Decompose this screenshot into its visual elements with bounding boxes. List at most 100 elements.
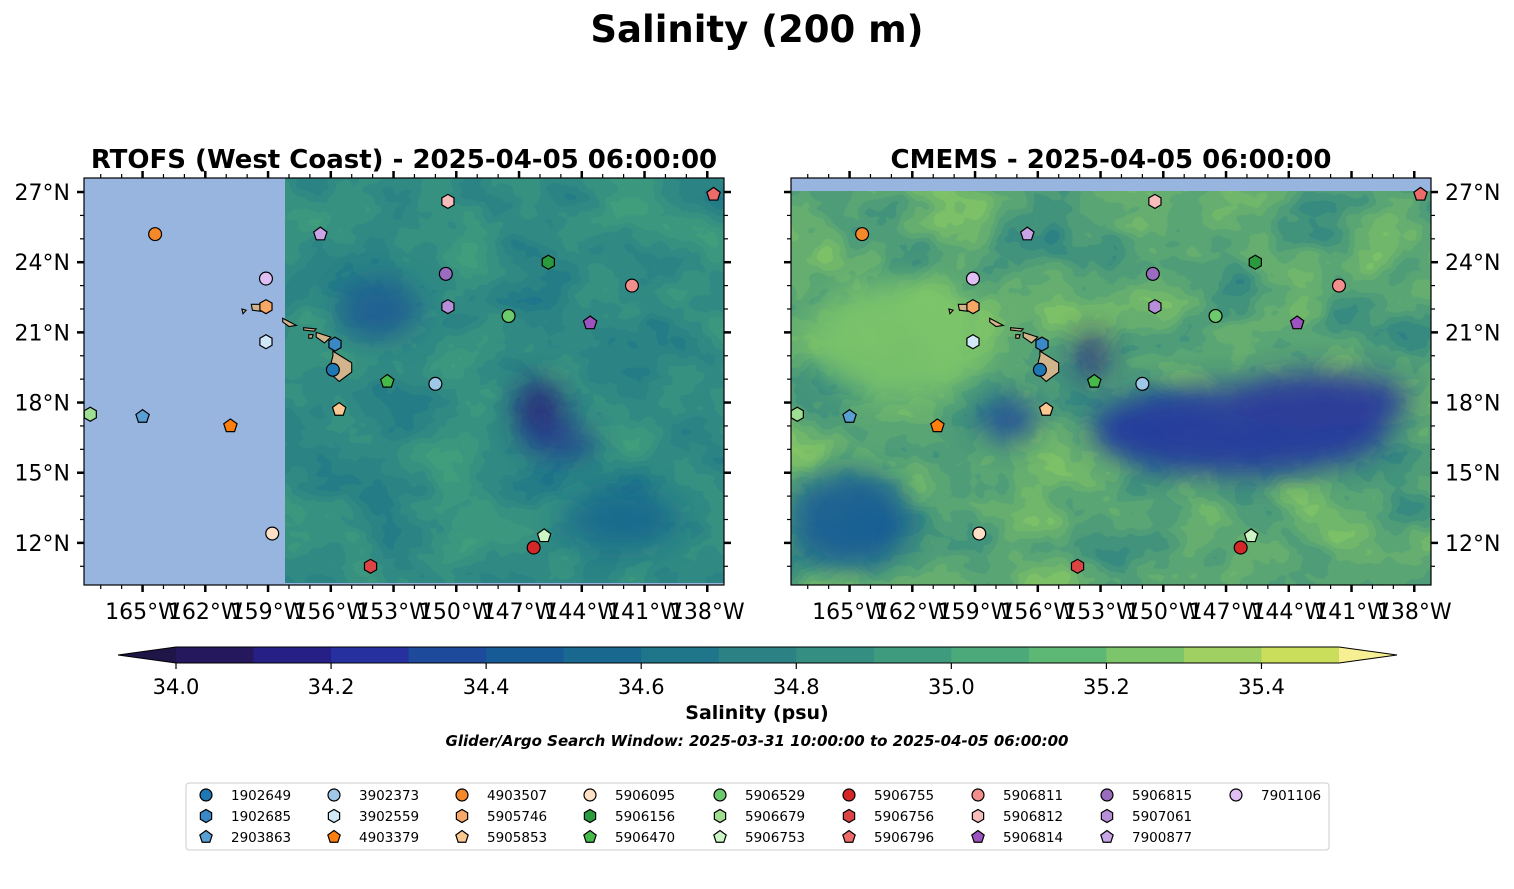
legend-label: 5906815 (1132, 788, 1192, 804)
legend-entry: 1902685 (199, 808, 291, 825)
rtofs-title: RTOFS (West Coast) - 2025-04-05 06:00:00 (91, 145, 717, 175)
legend-marker-5906470 (583, 829, 597, 843)
cmems-lon-tick-label: 138°W (1377, 600, 1452, 625)
colorbar-level (641, 647, 720, 663)
legend-label: 5906796 (874, 830, 934, 846)
cmems-float-5906812 (1148, 193, 1162, 210)
rtofs-panel: RTOFS (West Coast) - 2025-04-05 06:00:00… (15, 145, 745, 625)
rtofs-float-5906814 (582, 315, 598, 330)
colorbar-level (718, 647, 797, 663)
legend-label: 5905746 (487, 809, 547, 825)
rtofs-float-5906529 (501, 308, 516, 324)
colorbar-level (1261, 647, 1340, 663)
cmems-lon-tick-label: 144°W (1251, 600, 1326, 625)
legend-entry: 5906753 (713, 829, 805, 846)
legend-label: 4903507 (487, 788, 547, 804)
colorbar-level (486, 647, 565, 663)
rtofs-float-1902649 (325, 362, 340, 377)
legend-entry: 5907061 (1100, 808, 1192, 825)
rtofs-float-5906755 (526, 540, 541, 555)
legend-label: 5906756 (874, 809, 934, 825)
colorbar-level (1183, 647, 1262, 663)
legend-marker-3902373 (327, 788, 341, 802)
colorbar-level (176, 647, 255, 663)
cmems-float-1902649 (1032, 362, 1047, 377)
legend-entry: 3902559 (327, 808, 419, 825)
legend-label: 5905853 (487, 830, 547, 846)
legend-entry: 5906679 (713, 808, 805, 825)
rtofs-frame (83, 177, 725, 586)
rtofs-float-5906812 (441, 193, 455, 210)
legend-label: 5906470 (615, 830, 675, 846)
colorbar-level (1028, 647, 1107, 663)
cmems-float-5905853 (1038, 401, 1054, 416)
legend-label: 3902559 (359, 809, 419, 825)
legend-label: 5907061 (1132, 809, 1192, 825)
cmems-frame (790, 177, 1432, 586)
colorbar-tick-label: 34.8 (773, 675, 820, 699)
rtofs-float-5906753 (536, 528, 552, 543)
cmems-lon-tick-label: 159°W (938, 600, 1013, 625)
legend-marker-2903863 (199, 829, 213, 843)
cmems-float-7900877 (1019, 226, 1035, 241)
cmems-lon-tick-label: 162°W (875, 600, 950, 625)
legend-label: 1902685 (231, 809, 291, 825)
rtofs-float-4903379 (223, 418, 238, 433)
cmems-lon-tick-label: 150°W (1126, 600, 1201, 625)
legend-label: 7901106 (1261, 788, 1321, 804)
legend-entry: 4903379 (327, 829, 419, 846)
rtofs-float-2903863 (135, 408, 150, 423)
legend-marker-5906156 (583, 808, 597, 824)
cmems-float-markers (791, 186, 1428, 574)
legend-marker-5906812 (971, 808, 985, 824)
legend-entry: 5906529 (713, 788, 805, 804)
legend-label: 5906529 (745, 788, 805, 804)
rtofs-float-5906796 (706, 186, 721, 201)
cmems-float-5905746 (966, 298, 980, 315)
colorbar-level (873, 647, 952, 663)
cmems-float-4903379 (930, 418, 945, 433)
cmems-float-7901106 (965, 271, 981, 286)
rtofs-float-5906470 (379, 373, 395, 388)
rtofs-float-3902559 (259, 334, 273, 350)
cmems-lat-tick-label: 18°N (1445, 392, 1500, 417)
cmems-float-5906755 (1233, 540, 1248, 555)
rtofs-lon-tick-label: 156°W (293, 600, 368, 625)
legend-marker-1902685 (199, 808, 213, 824)
rtofs-lon-tick-label: 165°W (105, 600, 180, 625)
cmems-lat-tick-label: 27°N (1445, 181, 1500, 206)
rtofs-lon-tick-label: 150°W (419, 600, 494, 625)
rtofs-lon-tick-label: 141°W (607, 600, 682, 625)
legend-marker-1902649 (199, 788, 213, 802)
cmems-float-5907061 (1148, 298, 1162, 315)
rtofs-lat-tick-label: 21°N (15, 321, 70, 346)
legend-entry: 5906796 (842, 829, 934, 846)
legend-entry: 4903507 (455, 788, 547, 804)
cmems-island (1010, 327, 1025, 332)
legend-label: 3902373 (359, 788, 419, 804)
legend-marker-3902559 (327, 808, 341, 824)
rtofs-lat-tick-label: 18°N (15, 392, 70, 417)
cmems-float-5906753 (1243, 528, 1259, 543)
legend-marker-7901106 (1229, 788, 1243, 802)
rtofs-float-1902685 (328, 336, 342, 352)
colorbar-tick-label: 34.2 (308, 675, 355, 699)
rtofs-float-4903507 (148, 227, 163, 242)
legend-label: 5906156 (615, 809, 675, 825)
legend-label: 4903379 (359, 830, 419, 846)
legend-label: 5906753 (745, 830, 805, 846)
legend-label: 1902649 (231, 788, 291, 804)
cmems-float-3902559 (966, 334, 980, 350)
legend-marker-5906811 (971, 788, 985, 802)
cmems-lat-tick-label: 12°N (1445, 532, 1500, 557)
colorbar-level (796, 647, 875, 663)
legend-label: 5906811 (1003, 788, 1063, 804)
colorbar-tick-label: 35.0 (928, 675, 975, 699)
legend-entry: 5906811 (971, 788, 1063, 804)
rtofs-island (303, 327, 318, 332)
rtofs-island (241, 308, 248, 315)
cmems-island (989, 317, 1006, 328)
colorbar-level (951, 647, 1030, 663)
legend-marker-5906815 (1100, 788, 1114, 802)
legend-entry: 5906756 (842, 808, 934, 825)
